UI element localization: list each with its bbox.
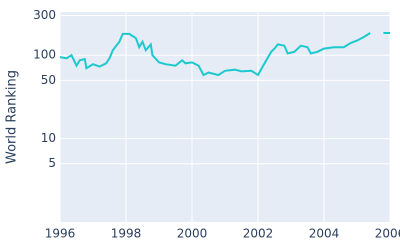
x-tick-label: 2002 [243,227,274,241]
y-tick-label: 5 [48,156,56,170]
x-tick-label: 2000 [177,227,208,241]
x-tick-label: 1998 [111,227,142,241]
y-tick-label: 300 [33,8,56,22]
y-tick-label: 100 [33,48,56,62]
plot-area [60,12,390,222]
x-tick-label: 2006 [375,227,400,241]
y-tick-label: 50 [41,73,56,87]
data-line [59,32,390,77]
x-tick-label: 1996 [45,227,76,241]
y-tick-label: 10 [41,131,56,145]
y-axis-label: World Ranking [5,70,20,164]
x-tick-label: 2004 [309,227,340,241]
